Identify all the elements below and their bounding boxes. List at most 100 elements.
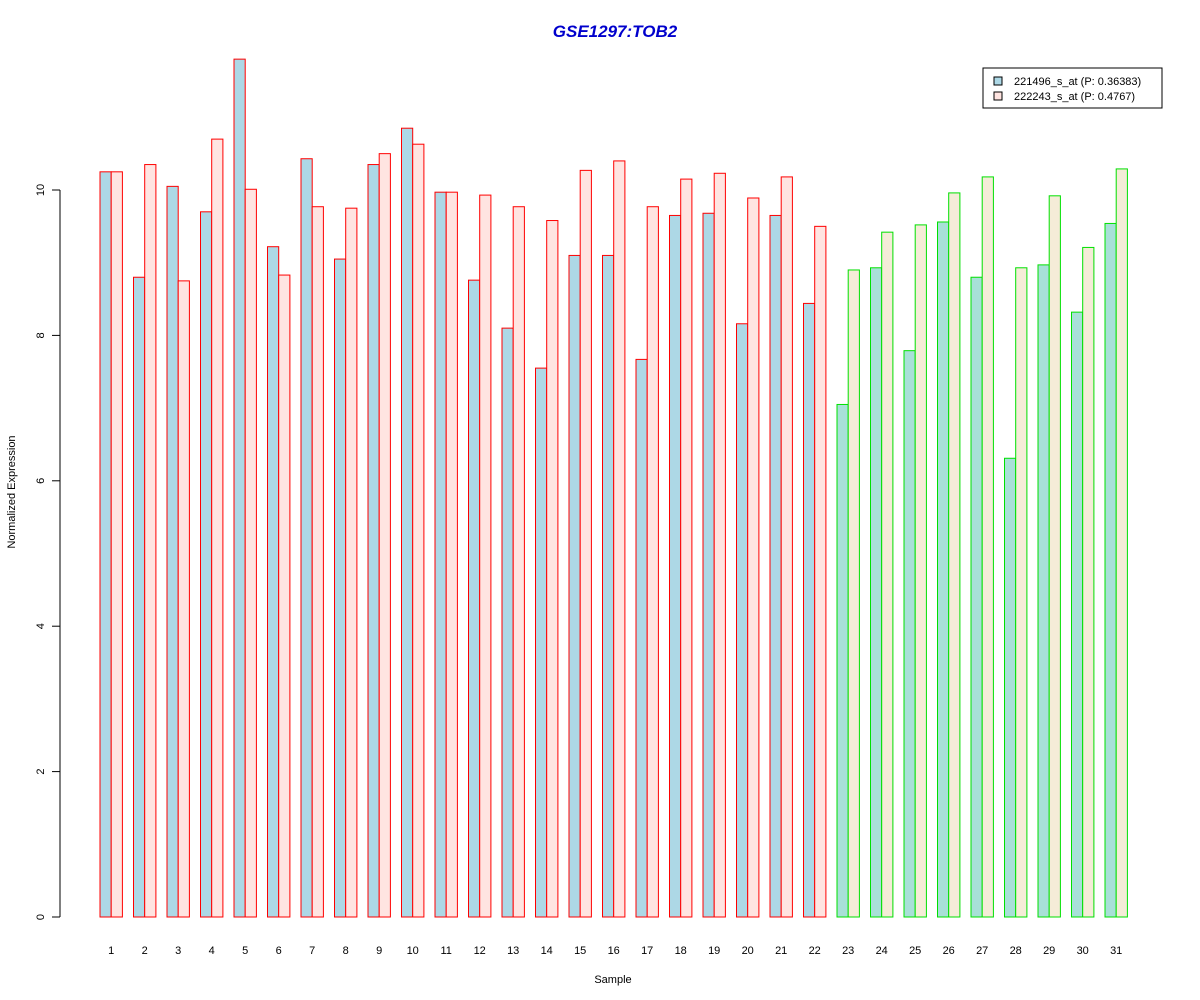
bar-series-1 xyxy=(501,327,514,918)
bar-series-1 xyxy=(233,58,246,918)
bar-series-2 xyxy=(177,280,190,918)
bar-series-1 xyxy=(903,350,916,918)
x-axis: 1 2 3 4 5 6 7 8 9 10 11 12 13 14 15 16 17 18 19 20 21 22 23 24 2… xyxy=(108,945,1122,957)
bar-series-2 xyxy=(814,225,827,918)
bar-series-2 xyxy=(546,220,559,918)
x-tick-label: 9 xyxy=(376,945,382,957)
x-tick-label: 11 xyxy=(440,945,451,957)
x-axis-label: Sample xyxy=(594,974,631,986)
bar-series-2 xyxy=(211,138,224,918)
bar-series-2 xyxy=(311,206,324,918)
bar-series-2 xyxy=(278,274,291,918)
y-tick-label: 2 xyxy=(35,769,47,775)
x-tick-label: 5 xyxy=(242,945,248,957)
x-tick-label: 14 xyxy=(541,945,553,957)
bar-series-1 xyxy=(300,158,313,918)
bar-series-1 xyxy=(200,211,213,918)
x-tick-label: 3 xyxy=(175,945,181,957)
x-tick-label: 7 xyxy=(309,945,315,957)
legend-label: 221496_s_at (P: 0.36383) xyxy=(1014,76,1141,88)
y-tick-label: 6 xyxy=(35,478,47,484)
bar-series-2 xyxy=(1015,267,1028,918)
bar-series-1 xyxy=(635,358,648,918)
bar-series-2 xyxy=(881,231,894,918)
y-tick-label: 8 xyxy=(35,332,47,338)
x-tick-label: 1 xyxy=(108,945,114,957)
x-tick-label: 16 xyxy=(608,945,620,957)
y-tick-label: 0 xyxy=(35,914,47,920)
bar-series-2 xyxy=(412,143,425,918)
x-tick-label: 19 xyxy=(708,945,720,957)
x-tick-label: 29 xyxy=(1043,945,1055,957)
bar-series-1 xyxy=(937,221,950,918)
bar-series-1 xyxy=(401,127,414,918)
x-tick-label: 13 xyxy=(507,945,519,957)
bar-series-1 xyxy=(468,279,481,918)
x-tick-label: 31 xyxy=(1110,945,1122,957)
x-tick-label: 25 xyxy=(909,945,921,957)
bar-series-2 xyxy=(345,207,358,918)
legend-box xyxy=(982,67,1163,109)
bar-series-2 xyxy=(847,269,860,918)
x-tick-label: 8 xyxy=(343,945,349,957)
chart-title: GSE1297:TOB2 xyxy=(553,22,678,41)
bar-series-2 xyxy=(713,172,726,918)
x-tick-label: 4 xyxy=(209,945,215,957)
bar-series-1 xyxy=(702,212,715,918)
bar-series-2 xyxy=(479,194,492,918)
bar-series-1 xyxy=(1004,457,1017,918)
x-tick-label: 6 xyxy=(276,945,282,957)
bar-series-2 xyxy=(512,206,525,918)
bar-series-1 xyxy=(836,403,849,918)
bar-series-1 xyxy=(736,323,749,918)
x-tick-label: 2 xyxy=(142,945,148,957)
y-axis-label: Normalized Expression xyxy=(6,435,18,548)
bar-series-1 xyxy=(133,276,146,918)
bar-series-1 xyxy=(803,302,816,918)
x-tick-label: 18 xyxy=(675,945,687,957)
x-tick-label: 12 xyxy=(474,945,486,957)
bar-series-2 xyxy=(914,224,927,918)
bar-series-1 xyxy=(1104,222,1117,918)
x-tick-label: 10 xyxy=(407,945,419,957)
bar-series-1 xyxy=(99,171,112,918)
bar-series-2 xyxy=(646,206,659,918)
bar-series-2 xyxy=(747,197,760,918)
x-tick-label: 17 xyxy=(641,945,653,957)
bar-series-1 xyxy=(769,214,782,918)
bar-series-2 xyxy=(1048,195,1061,918)
bar-series-1 xyxy=(870,267,883,918)
bar-series-1 xyxy=(535,367,548,918)
x-tick-label: 21 xyxy=(775,945,787,957)
bar-series-2 xyxy=(378,153,391,918)
bar-series-2 xyxy=(981,176,994,918)
x-tick-label: 20 xyxy=(742,945,754,957)
y-axis: 0 2 4 6 8 10 xyxy=(35,184,61,920)
x-tick-label: 26 xyxy=(943,945,955,957)
bar-series-1 xyxy=(166,185,179,918)
bar-series-1 xyxy=(602,254,615,918)
bars xyxy=(99,58,1128,918)
bar-series-2 xyxy=(445,191,458,918)
y-tick-label: 4 xyxy=(35,623,47,629)
legend-swatch xyxy=(993,76,1003,86)
x-tick-label: 23 xyxy=(842,945,854,957)
bar-series-1 xyxy=(568,254,581,918)
x-tick-label: 30 xyxy=(1077,945,1089,957)
bar-series-2 xyxy=(613,160,626,918)
bar-series-2 xyxy=(1082,246,1095,918)
bar-series-2 xyxy=(680,178,693,918)
bar-series-1 xyxy=(367,164,380,918)
bar-series-2 xyxy=(780,176,793,918)
legend-label: 222243_s_at (P: 0.4767) xyxy=(1014,91,1135,103)
bar-series-1 xyxy=(434,191,447,918)
x-tick-label: 24 xyxy=(876,945,888,957)
x-tick-label: 27 xyxy=(976,945,988,957)
bar-series-2 xyxy=(144,164,157,918)
bar-series-1 xyxy=(1071,311,1084,918)
bar-series-2 xyxy=(1115,168,1128,918)
x-tick-label: 15 xyxy=(574,945,586,957)
x-tick-label: 22 xyxy=(809,945,821,957)
